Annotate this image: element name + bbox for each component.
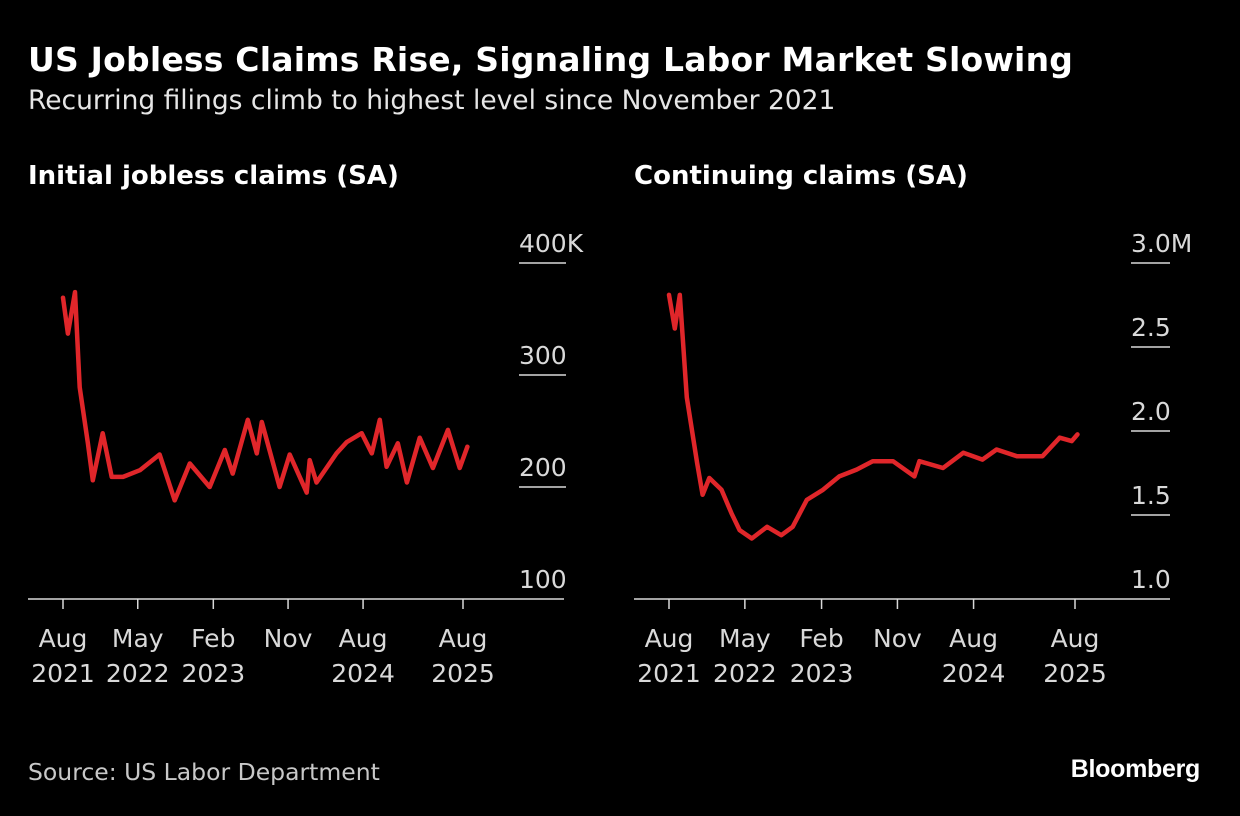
y-tick-label: 300 [519, 341, 567, 370]
x-tick-label: Aug [39, 624, 88, 653]
y-tick-label: 1.5 [1131, 481, 1171, 510]
chart-subtitle: Recurring filings climb to highest level… [28, 85, 836, 116]
x-tick-label-year: 2023 [181, 659, 245, 688]
x-tick-label: Aug [1051, 624, 1100, 653]
y-tick-label: 3.0M [1131, 229, 1192, 258]
series-line [666, 292, 1080, 541]
x-tick-label: Nov [264, 624, 313, 653]
x-tick-label: Nov [873, 624, 922, 653]
x-tick-label-year: 2024 [942, 659, 1006, 688]
x-tick-label: Feb [191, 624, 235, 653]
panel-title-continuing-claims: Continuing claims (SA) [634, 161, 968, 191]
x-tick-label: Aug [339, 624, 388, 653]
x-tick-label-year: 2024 [331, 659, 395, 688]
x-tick-label: May [719, 624, 771, 653]
x-tick-label: May [112, 624, 164, 653]
y-tick-label: 2.0 [1131, 397, 1171, 426]
panel-title-initial-claims: Initial jobless claims (SA) [28, 161, 399, 191]
x-tick-label: Aug [645, 624, 694, 653]
bloomberg-logo: Bloomberg [1070, 755, 1201, 783]
chart-panel-0: 400K 300 200 100 Aug 2021 May 2022 Feb 2023 Nov Aug… [28, 229, 584, 688]
x-tick-label-year: 2021 [31, 659, 95, 688]
x-tick-label: Aug [439, 624, 488, 653]
y-tick-label: 2.5 [1131, 313, 1171, 342]
x-tick-label-year: 2023 [790, 659, 854, 688]
x-tick-label-year: 2025 [1043, 659, 1107, 688]
y-tick-label: 1.0 [1131, 565, 1171, 594]
y-tick-label: 200 [519, 453, 567, 482]
x-tick-label-year: 2022 [106, 659, 170, 688]
chart-panel-1: 3.0M 2.5 2.0 1.5 1.0 Aug 2021 May 2022 Feb 2023 Nov… [634, 229, 1192, 688]
x-tick-label-year: 2021 [637, 659, 701, 688]
source-note: Source: US Labor Department [28, 758, 380, 786]
x-tick-label: Aug [949, 624, 998, 653]
y-tick-label: 100 [519, 565, 567, 594]
chart-title: US Jobless Claims Rise, Signaling Labor … [28, 40, 1074, 79]
x-tick-label-year: 2022 [713, 659, 777, 688]
x-tick-label: Feb [799, 624, 843, 653]
x-tick-label-year: 2025 [431, 659, 495, 688]
y-tick-label: 400K [519, 229, 584, 258]
series-line [60, 289, 470, 503]
